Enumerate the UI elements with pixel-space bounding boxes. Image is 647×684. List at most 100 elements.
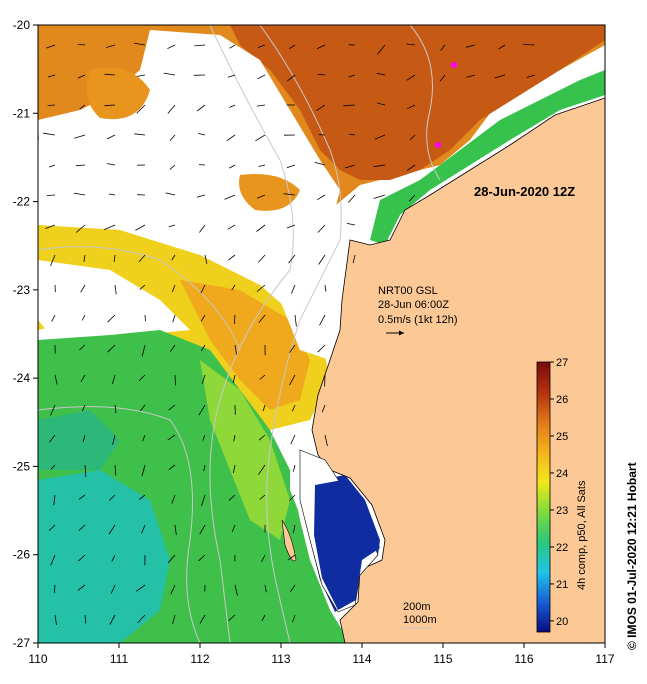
current-arrow — [317, 224, 326, 233]
current-arrow — [374, 134, 386, 140]
current-arrow — [409, 134, 416, 141]
current-arrow — [465, 44, 476, 48]
isobath-south — [38, 406, 201, 643]
current-arrow — [227, 74, 236, 78]
current-arrow — [112, 434, 116, 445]
current-time-label: 28-Jun 06:00Z — [378, 299, 449, 311]
marker-magenta-1 — [451, 62, 457, 68]
current-arrow — [169, 164, 176, 170]
current-arrow — [286, 164, 296, 169]
current-arrow — [234, 314, 236, 324]
current-arrow — [77, 74, 86, 79]
current-arrow — [112, 374, 116, 385]
current-arrow — [317, 73, 326, 76]
current-arrow — [168, 464, 176, 471]
current-arrow — [348, 74, 356, 78]
current-arrow — [287, 554, 296, 561]
isobath-200-label: 200m — [403, 601, 431, 613]
y-tick-label: -20 — [13, 18, 31, 32]
current-arrow — [199, 224, 206, 233]
current-arrow — [324, 434, 328, 447]
current-scale-label: 0.5m/s (1kt 12h) — [378, 314, 457, 326]
current-arrow — [523, 44, 536, 46]
sst-cool-patch — [38, 410, 120, 470]
cloud-gap-shore — [270, 250, 350, 360]
current-arrow — [261, 614, 266, 621]
colorbar-tick-label: 24 — [556, 468, 568, 480]
current-arrow — [257, 44, 266, 48]
current-arrow — [286, 224, 296, 229]
current-arrow — [113, 254, 116, 262]
current-arrow — [234, 344, 237, 355]
current-arrow — [139, 284, 146, 290]
current-arrow — [107, 344, 116, 353]
sst-mid-orange — [180, 280, 310, 410]
current-arrow — [170, 584, 176, 595]
current-arrow — [498, 44, 506, 50]
current-arrow — [344, 164, 356, 169]
current-arrow — [200, 344, 206, 352]
current-arrow — [144, 314, 146, 322]
y-tick-label: -23 — [13, 283, 31, 297]
current-arrow — [74, 134, 86, 139]
current-arrow — [292, 524, 296, 534]
current-arrow — [494, 74, 506, 79]
current-arrow — [201, 374, 206, 384]
x-tick-label: 117 — [595, 652, 614, 666]
current-arrow — [343, 104, 356, 107]
current-arrow — [54, 614, 57, 626]
current-arrow — [286, 74, 296, 82]
current-arrow — [138, 374, 146, 382]
x-tick-label: 115 — [433, 652, 452, 666]
current-arrow — [107, 314, 116, 323]
y-tick-label: -26 — [13, 548, 31, 562]
current-arrow — [256, 194, 266, 199]
current-arrow — [106, 44, 116, 48]
isobath-west — [38, 246, 241, 351]
current-arrow — [141, 464, 146, 477]
current-arrow — [231, 284, 236, 291]
current-arrow — [167, 44, 176, 50]
current-arrow — [171, 254, 176, 261]
current-arrow — [168, 404, 176, 411]
sst-green-northeast — [370, 70, 605, 245]
current-arrow — [104, 73, 116, 76]
current-arrow — [110, 584, 116, 594]
current-arrow — [258, 314, 266, 323]
current-arrow — [526, 74, 536, 78]
current-arrow — [198, 133, 206, 136]
cloud-gap-mid — [38, 260, 190, 335]
isobath-1000 — [209, 25, 294, 643]
current-arrow — [169, 344, 176, 352]
current-arrow — [45, 224, 56, 229]
dirk-hartog-island — [281, 519, 297, 562]
plot-frame — [37, 24, 606, 644]
current-arrow — [373, 164, 386, 168]
current-arrow — [174, 374, 176, 386]
current-arrow — [73, 192, 86, 196]
current-arrow — [232, 374, 236, 384]
isobath-1000-label: 1000m — [403, 614, 437, 626]
current-arrow — [136, 104, 146, 114]
current-arrow — [137, 614, 146, 624]
current-arrow — [229, 164, 236, 169]
current-arrow — [142, 434, 146, 442]
current-arrow — [83, 254, 86, 262]
current-arrow — [81, 404, 86, 412]
current-arrow — [77, 43, 86, 46]
sst-cool-southwest — [38, 470, 170, 643]
colorbar-tick-label: 23 — [556, 505, 568, 517]
current-arrow — [84, 464, 87, 477]
current-arrow — [352, 254, 356, 264]
current-arrow — [290, 284, 296, 294]
current-arrow — [231, 524, 236, 533]
current-arrow — [233, 464, 236, 474]
current-arrow — [408, 194, 416, 202]
current-arrow — [114, 464, 117, 476]
current-arrow — [373, 194, 386, 199]
current-arrow — [106, 134, 116, 140]
colorbar-tick-label: 21 — [556, 579, 568, 591]
current-arrow — [138, 254, 146, 263]
current-arrow — [200, 284, 206, 294]
current-arrow — [321, 404, 326, 413]
